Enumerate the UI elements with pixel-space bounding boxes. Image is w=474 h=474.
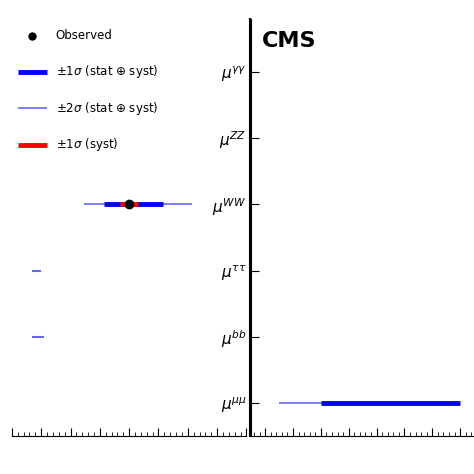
Text: $\pm1\sigma$ (stat $\oplus$ syst): $\pm1\sigma$ (stat $\oplus$ syst) bbox=[56, 64, 158, 81]
Text: Observed: Observed bbox=[56, 29, 113, 42]
Text: $\pm2\sigma$ (stat $\oplus$ syst): $\pm2\sigma$ (stat $\oplus$ syst) bbox=[56, 100, 158, 117]
Text: $\pm1\sigma$ (syst): $\pm1\sigma$ (syst) bbox=[56, 136, 118, 153]
Text: CMS: CMS bbox=[262, 31, 317, 52]
